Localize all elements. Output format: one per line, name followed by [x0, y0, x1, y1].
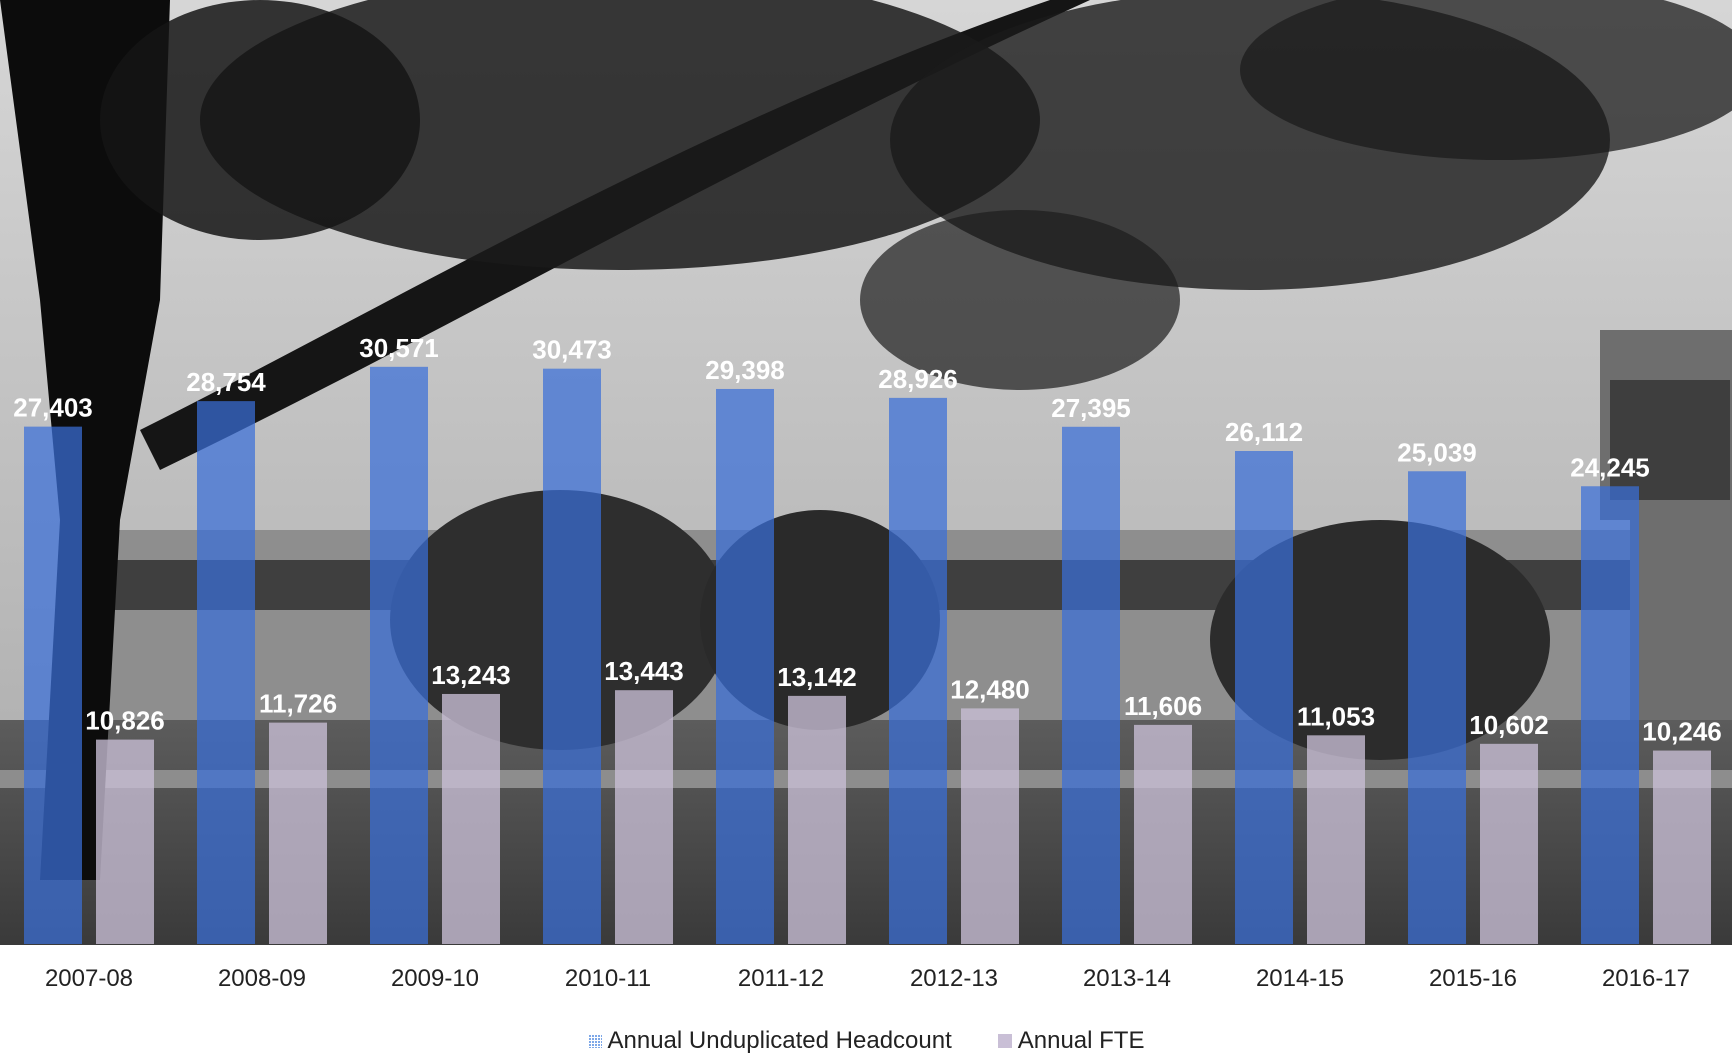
- bar-headcount-2009-10: [370, 366, 428, 944]
- data-label-headcount-2009-10: 30,571: [359, 333, 439, 363]
- bar-headcount-2010-11: [543, 368, 601, 944]
- bar-fte-2014-15: [1307, 735, 1365, 944]
- bar-fte-2015-16: [1480, 743, 1538, 944]
- x-tick-label-2011-12: 2011-12: [738, 965, 824, 992]
- x-tick-label-2008-09: 2008-09: [218, 965, 306, 992]
- legend-item-fte: Annual FTE: [997, 1027, 1145, 1055]
- x-tick-label-2013-14: 2013-14: [1083, 965, 1171, 992]
- background-photo: [0, 0, 1732, 945]
- bar-headcount-2015-16: [1408, 471, 1466, 944]
- bar-fte-2007-08: [96, 739, 154, 944]
- data-label-fte-2012-13: 12,480: [950, 674, 1030, 704]
- bar-headcount-2016-17: [1581, 486, 1639, 944]
- data-label-headcount-2010-11: 30,473: [532, 335, 612, 365]
- x-tick-label-2014-15: 2014-15: [1256, 965, 1344, 992]
- bar-headcount-2014-15: [1235, 451, 1293, 944]
- data-label-fte-2011-12: 13,142: [777, 662, 857, 692]
- bar-headcount-2012-13: [889, 397, 947, 945]
- legend-label-fte: Annual FTE: [1017, 1027, 1145, 1054]
- bar-fte-2013-14: [1134, 724, 1192, 944]
- legend: Annual Unduplicated Headcount Annual FTE: [0, 1026, 1732, 1056]
- data-label-headcount-2011-12: 29,398: [705, 355, 785, 385]
- data-label-headcount-2014-15: 26,112: [1225, 417, 1303, 447]
- bar-headcount-2008-09: [197, 401, 255, 944]
- data-label-headcount-2007-08: 27,403: [13, 393, 93, 423]
- data-label-fte-2007-08: 10,826: [85, 706, 165, 736]
- bar-fte-2011-12: [788, 695, 846, 944]
- bars-layer: [24, 366, 1711, 945]
- bar-headcount-2007-08: [24, 426, 82, 944]
- bar-fte-2009-10: [442, 693, 500, 944]
- x-tick-label-2007-08: 2007-08: [45, 965, 133, 992]
- data-label-fte-2015-16: 10,602: [1469, 710, 1549, 740]
- bar-fte-2016-17: [1653, 750, 1711, 944]
- legend-item-headcount: Annual Unduplicated Headcount: [587, 1027, 952, 1055]
- x-tick-label-2012-13: 2012-13: [910, 965, 998, 992]
- x-tick-label-2016-17: 2016-17: [1602, 965, 1690, 992]
- bar-fte-2012-13: [961, 708, 1019, 944]
- data-label-headcount-2008-09: 28,754: [186, 367, 266, 397]
- legend-swatch-fte: [997, 1034, 1012, 1048]
- data-label-headcount-2016-17: 24,245: [1570, 452, 1650, 482]
- x-axis: 2007-08 2008-09 2009-10 2010-11 2011-12 2012-…: [45, 965, 1690, 992]
- data-label-fte-2013-14: 11,606: [1124, 691, 1202, 721]
- x-tick-label-2009-10: 2009-10: [391, 965, 479, 992]
- x-tick-label-2015-16: 2015-16: [1429, 965, 1517, 992]
- data-label-headcount-2015-16: 25,039: [1397, 437, 1477, 467]
- data-label-headcount-2012-13: 28,926: [878, 364, 958, 394]
- bar-fte-2010-11: [615, 690, 673, 944]
- bar-headcount-2011-12: [716, 388, 774, 944]
- data-label-fte-2009-10: 13,243: [431, 660, 511, 690]
- legend-label-headcount: Annual Unduplicated Headcount: [607, 1027, 952, 1054]
- data-label-headcount-2013-14: 27,395: [1051, 393, 1131, 423]
- data-label-fte-2016-17: 10,246: [1642, 717, 1722, 747]
- bar-fte-2008-09: [269, 722, 327, 944]
- data-label-fte-2008-09: 11,726: [259, 689, 337, 719]
- data-labels-layer: 27,403 10,826 28,754 11,726 30,571 13,243 30,4…: [13, 333, 1722, 747]
- legend-swatch-headcount: [587, 1034, 602, 1048]
- data-label-fte-2010-11: 13,443: [604, 656, 684, 686]
- bar-headcount-2013-14: [1062, 426, 1120, 944]
- bar-chart: 27,403 10,826 28,754 11,726 30,571 13,243 30,4…: [0, 0, 1732, 992]
- x-tick-label-2010-11: 2010-11: [565, 965, 651, 992]
- data-label-fte-2014-15: 11,053: [1297, 701, 1375, 731]
